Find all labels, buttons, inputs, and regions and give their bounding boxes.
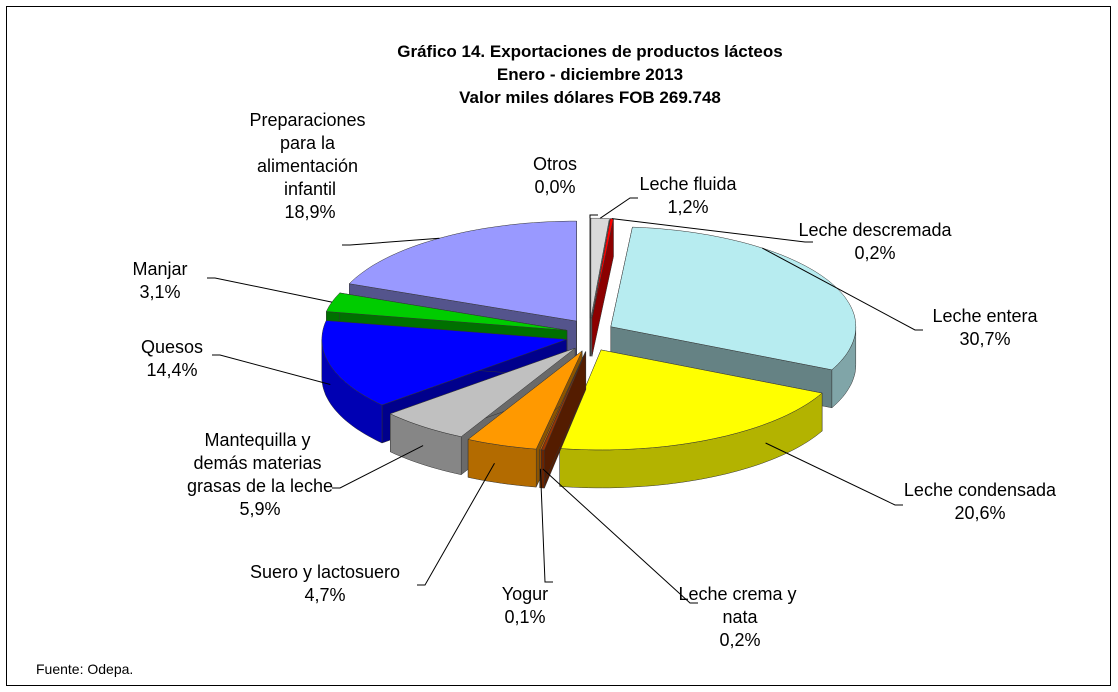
chart-title: Gráfico 14. Exportaciones de productos l… bbox=[397, 42, 782, 61]
leader-line bbox=[417, 462, 495, 586]
leader-line bbox=[599, 197, 638, 219]
value-label: 14,4% bbox=[146, 360, 197, 380]
slice bbox=[541, 351, 587, 451]
leader-line bbox=[765, 442, 903, 506]
slice-label: Otros bbox=[533, 154, 577, 174]
leader-line bbox=[212, 354, 331, 385]
value-label: 0,0% bbox=[534, 177, 575, 197]
value-label: 0,1% bbox=[504, 607, 545, 627]
value-label: 30,7% bbox=[959, 329, 1010, 349]
value-label: 20,6% bbox=[954, 503, 1005, 523]
slice-label: Leche entera bbox=[932, 306, 1038, 326]
value-label: 0,2% bbox=[854, 243, 895, 263]
slice-label: Preparaciones para la alimentación infan… bbox=[249, 110, 370, 199]
slice bbox=[610, 226, 857, 371]
slice-label: Manjar bbox=[132, 259, 187, 279]
value-label: 1,2% bbox=[667, 197, 708, 217]
value-label: 0,2% bbox=[719, 630, 760, 650]
slice bbox=[467, 350, 583, 450]
value-label: 5,9% bbox=[239, 499, 280, 519]
leader-line bbox=[342, 237, 440, 246]
slice-label: Leche condensada bbox=[904, 480, 1057, 500]
leader-line bbox=[762, 247, 923, 331]
slice bbox=[389, 347, 576, 437]
leader-line bbox=[542, 468, 698, 604]
leader-line bbox=[611, 218, 813, 243]
slice bbox=[559, 349, 823, 451]
slice bbox=[321, 320, 567, 406]
value-label: 3,1% bbox=[139, 282, 180, 302]
slice-label: Leche fluida bbox=[639, 174, 737, 194]
source: Fuente: Odepa. bbox=[36, 661, 133, 677]
chart-subtitle: Enero - diciembre 2013 bbox=[497, 65, 683, 84]
chart-subtitle: Valor miles dólares FOB 269.748 bbox=[459, 88, 721, 107]
slice-label: Suero y lactosuero bbox=[250, 562, 400, 582]
slice-label: Quesos bbox=[141, 337, 203, 357]
slice-label: Mantequilla y demás materias grasas de l… bbox=[187, 430, 333, 496]
leader-line bbox=[207, 277, 333, 303]
leader-line bbox=[332, 445, 424, 489]
leader-line bbox=[589, 214, 598, 219]
slice-label: Leche descremada bbox=[798, 220, 952, 240]
value-label: 18,9% bbox=[284, 202, 335, 222]
slice-label: Yogur bbox=[502, 584, 548, 604]
slice bbox=[325, 292, 568, 331]
value-label: 4,7% bbox=[304, 585, 345, 605]
slice-label: Leche crema y nata bbox=[678, 584, 801, 627]
leader-line bbox=[539, 468, 553, 583]
